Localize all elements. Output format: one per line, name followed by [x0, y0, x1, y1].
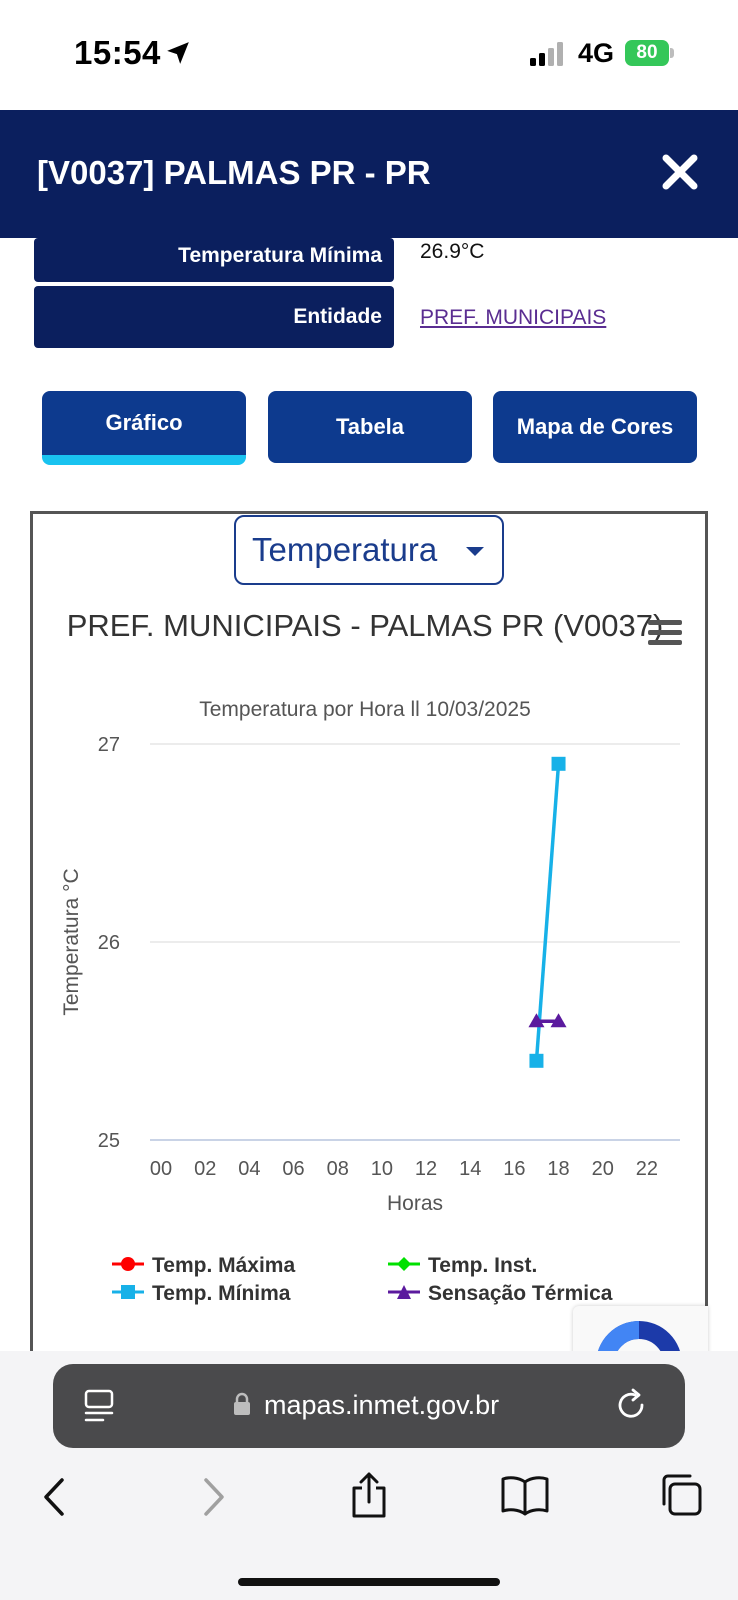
temperature-chart: 25 26 27 00 02 04 06 08 10 12 14 16 18 20 22 Horas Tempe… [60, 734, 680, 1215]
close-icon[interactable] [660, 152, 700, 192]
back-icon[interactable] [40, 1476, 70, 1518]
entidade-link[interactable]: PREF. MUNICIPAIS [420, 306, 607, 329]
variable-select-value: Temperatura [252, 531, 438, 568]
chart-title: PREF. MUNICIPAIS - PALMAS PR (V0037) [66, 608, 664, 643]
x-tick-label: 06 [282, 1158, 304, 1180]
tab-mapa-de-cores[interactable]: Mapa de Cores [493, 391, 697, 463]
chart-panel [30, 511, 708, 1351]
x-tick-label: 16 [503, 1158, 525, 1180]
battery-percent: 80 [636, 42, 658, 63]
forward-icon[interactable] [198, 1476, 228, 1518]
chart-subtitle: Temperatura por Hora ll 10/03/2025 [199, 698, 531, 721]
data-point-temp-minima [551, 756, 566, 771]
reader-mode-icon[interactable] [83, 1388, 115, 1424]
x-axis-title: Horas [387, 1192, 443, 1215]
y-tick-label: 27 [98, 734, 120, 756]
y-tick-label: 26 [98, 932, 120, 954]
status-time: 15:54 [74, 34, 161, 71]
x-tick-label: 08 [327, 1158, 349, 1180]
x-tick-label: 18 [547, 1158, 569, 1180]
x-tick-label: 22 [636, 1158, 658, 1180]
lock-icon [234, 1392, 250, 1415]
data-point-sensacao-termica [550, 1013, 567, 1028]
reload-icon[interactable] [615, 1388, 649, 1424]
share-icon[interactable] [348, 1470, 390, 1520]
tabs-icon[interactable] [658, 1472, 704, 1518]
legend-temp-inst[interactable]: Temp. Inst. [428, 1254, 538, 1277]
modal-header: [V0037] PALMAS PR - PR [0, 110, 738, 238]
network-type: 4G [578, 38, 615, 68]
url-text: mapas.inmet.gov.br [264, 1390, 500, 1420]
bookmarks-icon[interactable] [500, 1474, 550, 1516]
x-tick-label: 00 [150, 1158, 172, 1180]
chevron-down-icon [466, 547, 484, 556]
x-tick-label: 14 [459, 1158, 481, 1180]
data-point-sensacao-termica [528, 1013, 545, 1028]
x-tick-label: 20 [592, 1158, 614, 1180]
tab-tabela[interactable]: Tabela [268, 391, 472, 463]
x-tick-label: 10 [371, 1158, 393, 1180]
info-label-entidade: Entidade [34, 286, 394, 348]
x-tick-label: 12 [415, 1158, 437, 1180]
battery-icon: 80 [625, 40, 674, 66]
home-indicator [238, 1578, 500, 1586]
station-title: [V0037] PALMAS PR - PR [37, 154, 431, 191]
x-tick-label: 04 [238, 1158, 260, 1180]
legend-temp-minima[interactable]: Temp. Mínima [152, 1282, 291, 1305]
recaptcha-badge[interactable] [573, 1306, 708, 1356]
legend-temp-minima-symbol [112, 1285, 144, 1299]
variable-select[interactable]: Temperatura [234, 515, 504, 585]
legend-sensacao-termica[interactable]: Sensação Térmica [428, 1282, 613, 1305]
data-point-temp-minima [529, 1053, 544, 1068]
legend-temp-inst-symbol [388, 1257, 420, 1271]
y-tick-label: 25 [98, 1130, 120, 1152]
tab-grafico[interactable]: Gráfico [42, 391, 246, 465]
address-bar[interactable] [53, 1364, 685, 1448]
location-arrow-icon [167, 42, 189, 64]
chart-menu-icon[interactable] [648, 620, 682, 648]
info-label-temp-min: Temperatura Mínima [34, 238, 394, 282]
status-bar: 15:54 4G 80 [0, 0, 738, 110]
cellular-signal-icon [530, 42, 563, 66]
info-value-temp-min: 26.9°C [420, 240, 485, 263]
series-line-temp-minima [534, 763, 561, 1061]
legend-temp-maxima[interactable]: Temp. Máxima [152, 1254, 296, 1277]
legend-sensacao-termica-symbol [388, 1285, 420, 1299]
x-tick-label: 02 [194, 1158, 216, 1180]
y-axis-title: Temperatura °C [60, 868, 83, 1015]
legend-temp-maxima-symbol [112, 1257, 144, 1271]
recaptcha-logo-icon [596, 1321, 682, 1356]
